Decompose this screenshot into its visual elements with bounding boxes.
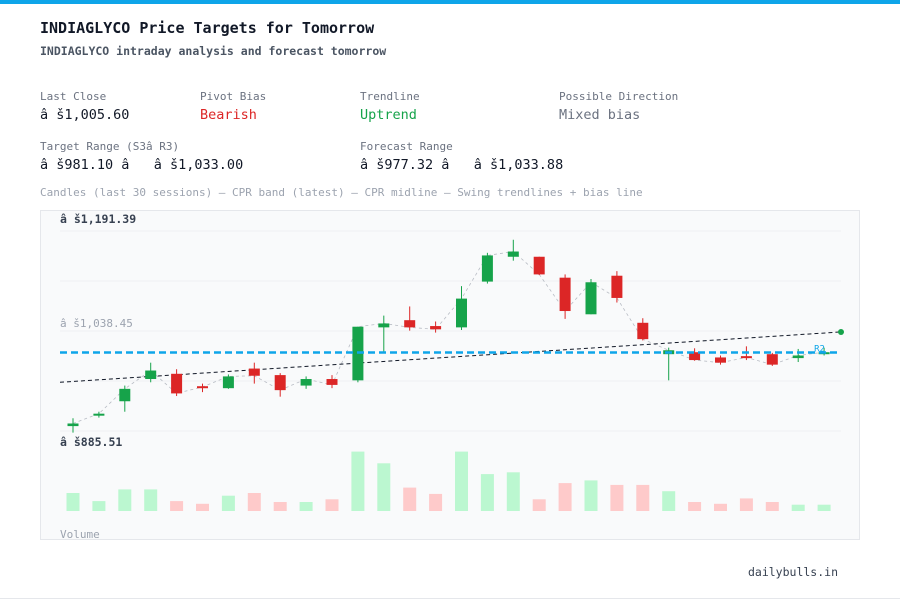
candle-body — [611, 275, 623, 298]
candle-body — [792, 355, 804, 359]
stat-trendline-label: Trendline — [360, 90, 420, 103]
volume-bar — [558, 483, 572, 511]
candle-body — [171, 373, 183, 394]
candle-body — [326, 379, 338, 385]
candle-body — [378, 323, 390, 328]
volume-bar — [584, 480, 598, 511]
stat-last-close: Last Close â š1,005.60 — [40, 90, 129, 123]
volume-bar — [221, 495, 235, 511]
volume-bar — [480, 474, 494, 511]
candle-body — [637, 322, 649, 340]
candle-body — [456, 298, 467, 328]
price-label-top: â š1,191.39 — [60, 212, 136, 226]
candle-body — [507, 251, 519, 257]
price-label-mid: â š1,038.45 — [60, 317, 133, 330]
stat-forecast-range-value: â š977.32 â â š1,033.88 — [360, 157, 564, 173]
volume-bar — [765, 502, 779, 511]
candle-body — [300, 379, 312, 386]
volume-bar — [791, 504, 805, 511]
candlestick-chart: R2 â š1,191.39 â š1,038.45 â š885.51 Vol… — [59, 212, 844, 541]
stat-target-range: Target Range (S3â R3) â š981.10 â â š1,0… — [40, 140, 243, 173]
trendlines — [59, 251, 844, 424]
volume-bar — [739, 498, 753, 511]
volume-label: Volume — [60, 528, 100, 541]
close-path — [72, 251, 825, 424]
volume-bar — [636, 484, 650, 511]
volume-bar — [688, 502, 702, 511]
volume-bar — [532, 499, 546, 511]
volume-bar — [92, 501, 106, 511]
stat-direction-value: Mixed bias — [559, 107, 641, 123]
candle-body — [274, 375, 286, 391]
candle-body — [740, 356, 752, 359]
candle-body — [67, 423, 79, 427]
page-title: INDIAGLYCO Price Targets for Tomorrow — [40, 19, 375, 37]
volume-bar — [196, 503, 209, 511]
stat-forecast-range: Forecast Range â š977.32 â â š1,033.88 — [360, 140, 563, 173]
volume-bar — [118, 489, 132, 511]
candle-body — [93, 413, 105, 416]
candles — [67, 239, 830, 433]
candle-body — [533, 256, 545, 275]
candle-body — [404, 320, 416, 328]
volume-bar — [66, 493, 80, 511]
candle-body — [689, 352, 701, 361]
volume-bar — [817, 504, 831, 511]
candle-body — [715, 357, 726, 363]
volume-bar — [351, 451, 365, 511]
footer-brand: dailybulls.in — [747, 565, 838, 579]
volume-bar — [144, 489, 158, 511]
stat-target-range-value: â š981.10 â â š1,033.00 — [40, 157, 244, 173]
bottom-divider — [0, 598, 900, 599]
volume-bar — [299, 502, 313, 511]
page-subtitle: INDIAGLYCO intraday analysis and forecas… — [40, 44, 387, 58]
top-accent-bar — [0, 0, 900, 4]
volume-bar — [455, 451, 468, 511]
candle-body — [222, 376, 234, 389]
candle-body — [430, 326, 442, 330]
candle-body — [145, 370, 157, 380]
cpr-band: R2 — [60, 344, 841, 354]
candle-body — [119, 388, 131, 402]
candle-body — [197, 386, 208, 389]
stat-trendline: Trendline Uptrend — [360, 90, 420, 123]
stat-pivot-bias-value: Bearish — [200, 107, 257, 123]
candle-body — [766, 354, 778, 365]
stat-target-range-label: Target Range (S3â R3) — [40, 140, 180, 153]
volume-bar — [429, 493, 443, 511]
stat-pivot-bias: Pivot Bias Bearish — [200, 90, 266, 123]
candle-body — [481, 255, 493, 282]
volume-bar — [662, 491, 676, 511]
stat-trendline-value: Uptrend — [360, 107, 417, 123]
stat-pivot-bias-label: Pivot Bias — [200, 90, 267, 103]
candle-body — [248, 368, 260, 376]
chart-panel: R2 â š1,191.39 â š1,038.45 â š885.51 Vol… — [40, 210, 860, 541]
stat-forecast-range-label: Forecast Range — [360, 140, 453, 153]
chart-grid — [60, 230, 841, 432]
candle-body — [585, 282, 597, 315]
trendline-end-dot — [838, 328, 844, 335]
volume-bar — [247, 493, 261, 511]
stat-direction-label: Possible Direction — [559, 90, 679, 103]
price-labels: â š1,191.39 â š1,038.45 â š885.51 Volume — [60, 212, 136, 541]
volume-bar — [273, 502, 287, 511]
volume-bar — [714, 503, 727, 511]
volume-bar — [377, 463, 391, 511]
volume-bars — [66, 451, 831, 511]
stat-last-close-value: â š1,005.60 — [40, 107, 130, 123]
price-label-bottom: â š885.51 — [60, 435, 122, 449]
volume-bar — [325, 499, 339, 511]
volume-bar — [610, 484, 624, 511]
swing-trendline — [59, 331, 842, 383]
candle-body — [559, 277, 571, 312]
stat-last-close-label: Last Close — [40, 90, 107, 103]
volume-bar — [170, 501, 184, 511]
stat-direction: Possible Direction Mixed bias — [559, 90, 678, 123]
chart-legend-caption: Candles (last 30 sessions) — CPR band (l… — [40, 186, 643, 199]
volume-bar — [506, 472, 520, 511]
cpr-tag: R2 — [814, 344, 825, 354]
volume-bar — [403, 487, 417, 511]
